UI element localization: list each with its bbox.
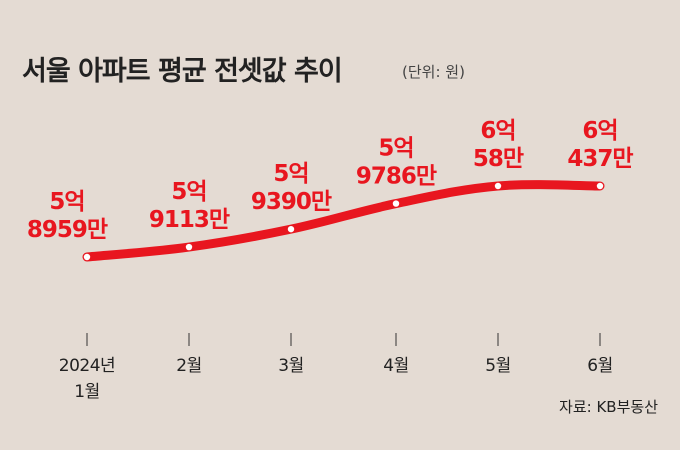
- x-axis: 2024년 1월 2월 3월 4월 5월 6월: [59, 333, 613, 402]
- data-point: [392, 200, 400, 207]
- data-label: 5억: [273, 161, 308, 187]
- data-label: 9390만: [251, 189, 332, 215]
- source-note: 자료: KB부동산: [559, 398, 658, 416]
- x-tick-label: 1월: [74, 382, 99, 402]
- data-point: [596, 182, 604, 190]
- x-tick-label: 3월: [278, 356, 303, 376]
- data-label: 437만: [567, 146, 633, 172]
- data-label: 5억: [171, 179, 206, 205]
- data-point: [185, 243, 193, 251]
- data-point: [83, 253, 91, 261]
- data-label: 5억: [49, 189, 84, 215]
- data-label: 9786만: [356, 164, 437, 190]
- data-label: 8959만: [27, 217, 108, 243]
- data-label: 58만: [473, 146, 524, 172]
- data-point: [494, 182, 502, 190]
- x-tick-label: 2024년: [59, 356, 115, 376]
- x-tick-label: 5월: [485, 356, 510, 376]
- x-tick-label: 6월: [587, 356, 612, 376]
- chart-title: 서울 아파트 평균 전셋값 추이: [22, 56, 342, 87]
- data-label: 9113만: [149, 207, 230, 233]
- data-points: [83, 182, 604, 261]
- data-label: 6억: [480, 118, 515, 144]
- data-label: 5억: [378, 136, 413, 162]
- data-point: [287, 225, 295, 233]
- series-line: [82, 180, 605, 262]
- chart-unit: (단위: 원): [402, 63, 465, 81]
- x-tick-label: 4월: [383, 356, 408, 376]
- x-tick-label: 2월: [176, 356, 201, 376]
- data-label: 6억: [582, 118, 617, 144]
